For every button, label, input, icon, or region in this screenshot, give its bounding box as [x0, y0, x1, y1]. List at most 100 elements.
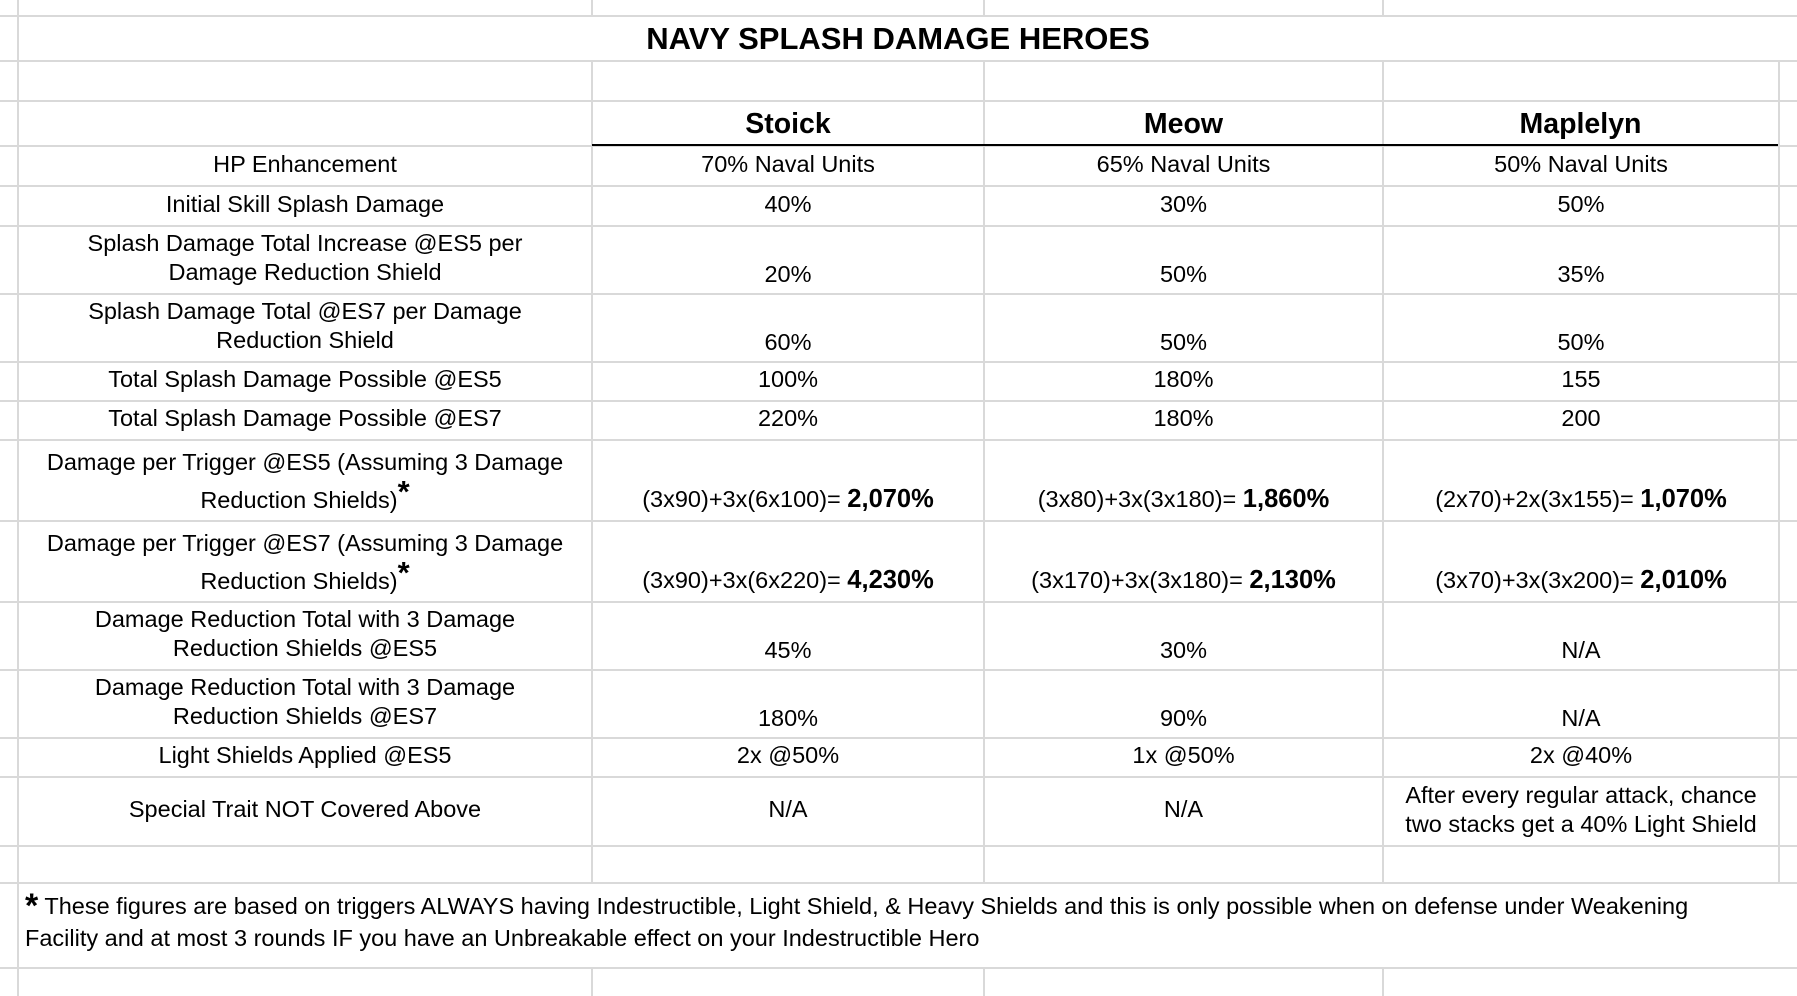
value-cell: 50%	[985, 328, 1382, 357]
damage-formula-cell: (3x80)+3x(3x180)= 1,860%	[985, 485, 1382, 514]
row-label-text: Reduction Shields @ES5	[172, 635, 438, 661]
row-label-text: Splash Damage Total Increase @ES5 per	[87, 230, 523, 256]
damage-formula-cell: (3x90)+3x(6x100)= 2,070%	[593, 485, 983, 514]
value-cell-line: 180%	[1153, 405, 1214, 431]
row-label: Damage per Trigger @ES5 (Assuming 3 Dama…	[19, 443, 591, 519]
gridline	[0, 293, 1797, 295]
value-cell-line: 50%	[1159, 329, 1208, 355]
value-cell: 180%	[593, 704, 983, 733]
value-cell: 2x @40%	[1384, 741, 1778, 770]
gridline	[0, 185, 1797, 187]
value-cell: 180%	[985, 365, 1382, 394]
value-cell-line: 20%	[764, 261, 812, 287]
damage-formula-cell: (2x70)+2x(3x155)= 1,070%	[1384, 485, 1778, 514]
formula-text: (3x90)+3x(6x100)=	[642, 486, 848, 512]
row-label: Splash Damage Total @ES7 per Damage Reduc…	[19, 297, 591, 355]
row-label-line: Splash Damage Total @ES7 per Damage	[19, 297, 591, 326]
gridline	[0, 400, 1797, 402]
row-label-text: Special Trait NOT Covered Above	[128, 796, 482, 822]
value-cell: 50%	[1384, 190, 1778, 219]
value-cell: 50%	[1384, 328, 1778, 357]
gridline	[0, 60, 1797, 62]
value-cell: 1x @50%	[985, 741, 1382, 770]
value-cell-line: 1x @50%	[1132, 742, 1235, 768]
gridline	[0, 669, 1797, 671]
gridline	[0, 225, 1797, 227]
value-cell: 180%	[985, 404, 1382, 433]
row-label-line: Damage Reduction Shield	[19, 258, 591, 287]
footnote: * These figures are based on triggers AL…	[25, 889, 1765, 954]
row-label-line: Light Shields Applied @ES5	[19, 741, 591, 770]
value-cell: 30%	[985, 190, 1382, 219]
value-cell: N/A	[1384, 704, 1778, 733]
sheet-title: NAVY SPLASH DAMAGE HEROES	[646, 21, 1150, 56]
footnote-asterisk: *	[397, 555, 410, 590]
value-cell: 20%	[593, 260, 983, 289]
gridline	[0, 361, 1797, 363]
value-cell-line: N/A	[1561, 637, 1601, 663]
row-label-line: Damage Reduction Total with 3 Damage	[19, 605, 591, 634]
row-label-line: Reduction Shields)*	[19, 476, 591, 519]
gridline	[0, 967, 1797, 969]
value-cell-line: 70% Naval Units	[701, 150, 875, 177]
value-cell-line: 180%	[1153, 366, 1214, 392]
row-label: Special Trait NOT Covered Above	[19, 795, 591, 824]
value-cell-line: 45%	[764, 637, 812, 663]
gridline	[591, 0, 593, 15]
value-cell: 200	[1384, 404, 1778, 433]
value-cell-line: 60%	[764, 329, 812, 355]
row-label-line: Damage Reduction Total with 3 Damage	[19, 673, 591, 702]
formula-result: 4,230%	[847, 566, 934, 594]
row-label-line: Reduction Shields @ES5	[19, 634, 591, 663]
row-label-line: Total Splash Damage Possible @ES7	[19, 404, 591, 433]
row-label-text: Damage Reduction Total with 3 Damage	[94, 606, 516, 632]
value-cell-line: 50%	[1557, 329, 1605, 355]
value-cell-line: 220%	[757, 405, 819, 431]
gridline	[591, 967, 593, 996]
formula-text: (3x90)+3x(6x220)=	[642, 567, 848, 593]
row-label: Total Splash Damage Possible @ES7	[19, 404, 591, 433]
row-label-line: HP Enhancement	[19, 150, 591, 179]
formula-result: 2,130%	[1249, 566, 1336, 594]
row-label-text: Damage Reduction Shield	[168, 259, 442, 285]
value-cell-line: 90%	[1159, 705, 1208, 731]
row-label-text: Light Shields Applied @ES5	[158, 742, 452, 768]
gridline	[983, 967, 985, 996]
row-label: HP Enhancement	[19, 150, 591, 179]
row-label: Damage per Trigger @ES7 (Assuming 3 Dama…	[19, 524, 591, 600]
value-cell: 40%	[593, 190, 983, 219]
damage-formula-cell: (3x90)+3x(6x220)= 4,230%	[593, 566, 983, 595]
row-label-text: Reduction Shields)	[200, 487, 398, 513]
value-cell: N/A	[985, 795, 1382, 824]
hero-header-maplelyn: Maplelyn	[1519, 108, 1642, 140]
gridline	[0, 520, 1797, 522]
gridline	[0, 145, 1797, 147]
formula-text: (3x80)+3x(3x180)=	[1037, 486, 1243, 512]
row-label-line: Total Splash Damage Possible @ES5	[19, 365, 591, 394]
row-label-line: Damage per Trigger @ES7 (Assuming 3 Dama…	[19, 524, 591, 562]
value-cell: 220%	[593, 404, 983, 433]
row-label-line: Splash Damage Total Increase @ES5 per	[19, 229, 591, 258]
gridline	[1778, 60, 1780, 882]
value-cell-line: 50%	[1557, 190, 1605, 217]
value-cell: 35%	[1384, 260, 1778, 289]
row-label-line: Initial Skill Splash Damage	[19, 190, 591, 219]
formula-text: (3x170)+3x(3x180)=	[1031, 567, 1250, 593]
gridline	[0, 439, 1797, 441]
value-cell: 65% Naval Units	[985, 150, 1382, 179]
footnote-asterisk: *	[397, 474, 410, 509]
row-label-line: Reduction Shield	[19, 326, 591, 355]
header-underline	[592, 144, 1778, 146]
damage-formula-cell: (3x170)+3x(3x180)= 2,130%	[985, 566, 1382, 595]
gridline	[0, 601, 1797, 603]
row-label-text: Reduction Shields @ES7	[172, 703, 438, 729]
value-cell-line: 155	[1561, 366, 1601, 392]
value-cell-line: 30%	[1159, 637, 1208, 663]
row-label-text: Total Splash Damage Possible @ES7	[108, 405, 502, 431]
gridline	[983, 60, 985, 882]
value-cell: 60%	[593, 328, 983, 357]
value-cell-line: 50%	[1159, 261, 1208, 287]
value-cell: 2x @50%	[593, 741, 983, 770]
formula-result: 1,070%	[1640, 485, 1727, 513]
